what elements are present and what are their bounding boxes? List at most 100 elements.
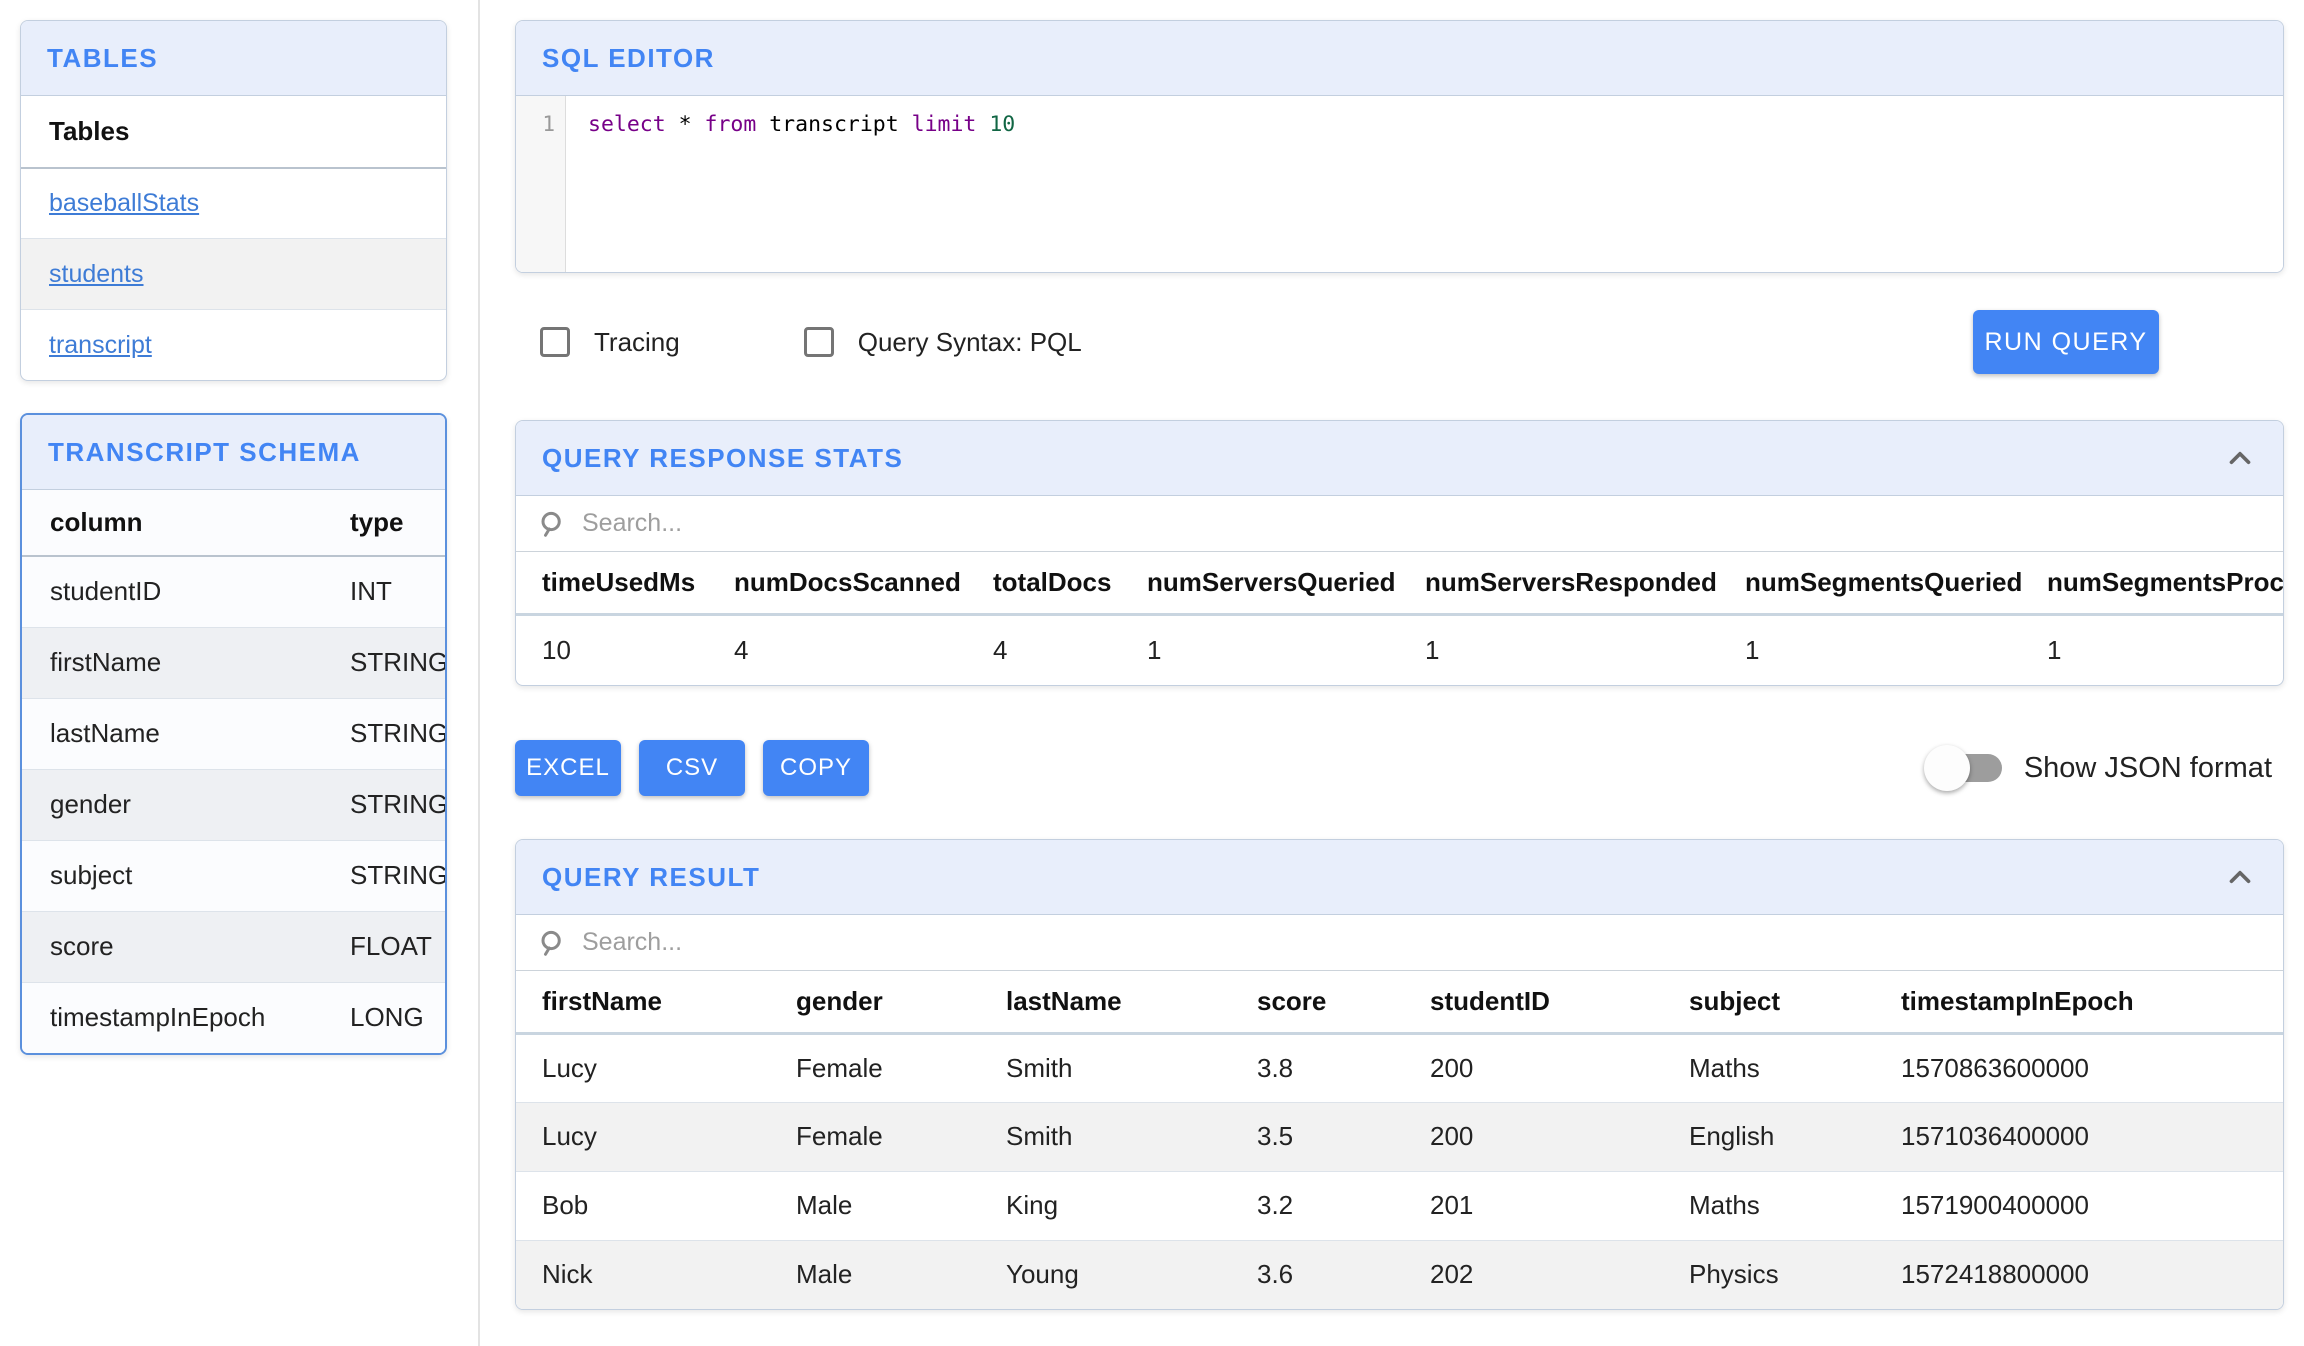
sql-editor-header: SQL EDITOR	[516, 21, 2283, 96]
stats-cell: 10	[516, 614, 708, 685]
stats-col-header[interactable]: numSegmentsQueried	[1719, 552, 2021, 614]
result-cell: Male	[770, 1171, 980, 1240]
result-cell: 200	[1404, 1102, 1663, 1171]
result-cell: Male	[770, 1240, 980, 1309]
result-col-header[interactable]: timestampInEpoch	[1875, 971, 2283, 1033]
sql-token: 10	[976, 112, 1015, 137]
schema-column-type: FLOAT	[322, 911, 445, 982]
result-col-header[interactable]: gender	[770, 971, 980, 1033]
result-table-header-row: firstNamegenderlastNamescorestudentIDsub…	[516, 971, 2283, 1033]
result-cell: Bob	[516, 1171, 770, 1240]
stats-search-input[interactable]	[582, 509, 2261, 538]
sql-token: *	[666, 112, 705, 137]
result-cell: 1571036400000	[1875, 1102, 2283, 1171]
copy-button[interactable]: COPY	[763, 740, 869, 796]
tables-panel-title: TABLES	[47, 43, 158, 74]
toggle-knob	[1924, 745, 1970, 791]
result-cell: King	[980, 1171, 1231, 1240]
stats-cell: 1	[2021, 614, 2283, 685]
schema-row: lastNameSTRING	[22, 698, 445, 769]
result-row: NickMaleYoung3.6202Physics1572418800000	[516, 1240, 2283, 1309]
result-search-row	[516, 915, 2283, 971]
stats-collapse-chevron-up-icon[interactable]	[2223, 441, 2257, 475]
stats-col-header[interactable]: numServersResponded	[1399, 552, 1719, 614]
table-link-transcript[interactable]: transcript	[49, 331, 152, 360]
schema-col-column: column	[22, 490, 322, 556]
result-cell: Physics	[1663, 1240, 1875, 1309]
schema-panel-title: TRANSCRIPT SCHEMA	[48, 437, 361, 468]
table-list-item: transcript	[21, 309, 446, 380]
schema-row: genderSTRING	[22, 769, 445, 840]
stats-table: timeUsedMsnumDocsScannedtotalDocsnumServ…	[516, 552, 2283, 685]
schema-column-name: lastName	[22, 698, 322, 769]
result-cell: Smith	[980, 1033, 1231, 1102]
result-panel-header: QUERY RESULT	[516, 840, 2283, 915]
result-cell: 3.6	[1231, 1240, 1404, 1309]
search-icon	[538, 928, 568, 958]
sql-token: select	[588, 112, 666, 137]
stats-cell: 4	[708, 614, 967, 685]
csv-button[interactable]: CSV	[639, 740, 745, 796]
sql-editor-body: 1 select * from transcript limit 10	[516, 96, 2283, 272]
sql-token: limit	[912, 112, 977, 137]
stats-col-header[interactable]: numDocsScanned	[708, 552, 967, 614]
result-col-header[interactable]: score	[1231, 971, 1404, 1033]
result-col-header[interactable]: studentID	[1404, 971, 1663, 1033]
schema-row: timestampInEpochLONG	[22, 982, 445, 1053]
pql-checkbox[interactable]	[804, 327, 834, 357]
json-format-toggle-group: Show JSON format	[1924, 744, 2272, 792]
editor-gutter: 1	[516, 96, 566, 272]
tracing-checkbox[interactable]	[540, 327, 570, 357]
stats-col-header[interactable]: numSegmentsProcess	[2021, 552, 2283, 614]
schema-row: scoreFLOAT	[22, 911, 445, 982]
result-cell: Smith	[980, 1102, 1231, 1171]
result-col-header[interactable]: subject	[1663, 971, 1875, 1033]
stats-cell: 4	[967, 614, 1121, 685]
schema-column-type: STRING	[322, 627, 445, 698]
result-cell: Female	[770, 1033, 980, 1102]
tracing-label: Tracing	[594, 327, 680, 358]
result-col-header[interactable]: firstName	[516, 971, 770, 1033]
stats-col-header[interactable]: numServersQueried	[1121, 552, 1399, 614]
search-icon	[538, 509, 568, 539]
editor-line-number: 1	[542, 112, 555, 136]
pql-option: Query Syntax: PQL	[804, 327, 1082, 358]
schema-column-name: firstName	[22, 627, 322, 698]
query-options-row: Tracing Query Syntax: PQL RUN QUERY	[515, 309, 2284, 375]
result-cell: Female	[770, 1102, 980, 1171]
schema-row: studentIDINT	[22, 556, 445, 627]
stats-col-header[interactable]: totalDocs	[967, 552, 1121, 614]
stats-col-header[interactable]: timeUsedMs	[516, 552, 708, 614]
result-cell: 1570863600000	[1875, 1033, 2283, 1102]
run-query-button[interactable]: RUN QUERY	[1973, 310, 2159, 374]
result-row: BobMaleKing3.2201Maths1571900400000	[516, 1171, 2283, 1240]
tracing-option: Tracing	[540, 327, 680, 358]
table-link-baseballStats[interactable]: baseballStats	[49, 189, 199, 218]
table-link-students[interactable]: students	[49, 260, 144, 289]
result-cell: 3.5	[1231, 1102, 1404, 1171]
result-collapse-chevron-up-icon[interactable]	[2223, 860, 2257, 894]
result-cell: Maths	[1663, 1171, 1875, 1240]
result-cell: 1572418800000	[1875, 1240, 2283, 1309]
schema-row: subjectSTRING	[22, 840, 445, 911]
schema-column-name: subject	[22, 840, 322, 911]
show-json-toggle[interactable]	[1924, 744, 2004, 792]
tables-panel: TABLES Tables baseballStats students trans…	[20, 20, 447, 381]
excel-button[interactable]: EXCEL	[515, 740, 621, 796]
stats-search-row	[516, 496, 2283, 552]
schema-column-name: studentID	[22, 556, 322, 627]
tables-list-header-label: Tables	[49, 116, 129, 147]
main-content: SQL EDITOR 1 select * from transcript li…	[480, 0, 2304, 1346]
result-col-header[interactable]: lastName	[980, 971, 1231, 1033]
result-search-input[interactable]	[582, 928, 2261, 957]
tables-panel-header: TABLES	[21, 21, 446, 96]
stats-table-header-row: timeUsedMsnumDocsScannedtotalDocsnumServ…	[516, 552, 2283, 614]
query-response-stats-panel: QUERY RESPONSE STATS timeUsedMsnumDocsSc…	[515, 420, 2284, 686]
result-cell: 1571900400000	[1875, 1171, 2283, 1240]
pql-label: Query Syntax: PQL	[858, 327, 1082, 358]
sql-editor-panel: SQL EDITOR 1 select * from transcript li…	[515, 20, 2284, 273]
schema-panel-header: TRANSCRIPT SCHEMA	[22, 415, 445, 490]
sql-code-input[interactable]: select * from transcript limit 10	[566, 96, 2283, 272]
result-cell: Lucy	[516, 1033, 770, 1102]
tables-list: baseballStats students transcript	[21, 167, 446, 380]
